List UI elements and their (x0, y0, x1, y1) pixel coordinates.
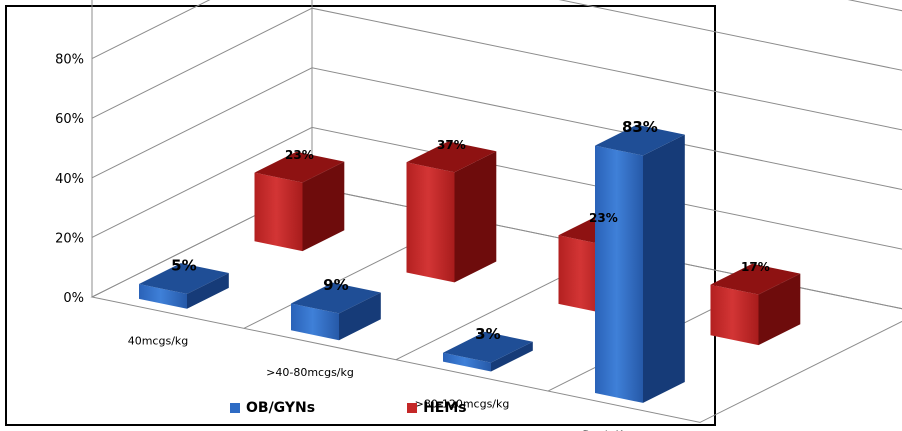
bar-top (443, 331, 533, 363)
bar-front (139, 284, 187, 309)
bar-side (454, 151, 497, 283)
legend-label-hems: HEMs (423, 400, 467, 416)
bar-front (443, 352, 491, 372)
bar-hems (710, 263, 801, 346)
category-label: Don't Know (583, 429, 646, 431)
data-label-hems: 17% (741, 260, 770, 274)
bar-front (595, 145, 643, 403)
category-label: >40-80mcgs/kg (266, 366, 354, 379)
legend: OB/GYNs HEMs (230, 400, 559, 416)
bar-top (710, 263, 801, 295)
gridline (91, 7, 902, 131)
bar-obgyns (139, 263, 229, 309)
data-label-obgyns: 83% (622, 118, 658, 136)
bar-side (491, 341, 533, 372)
y-tick-label: 60% (55, 112, 84, 127)
y-tick-label: 40% (55, 172, 84, 187)
bar-front (254, 172, 303, 252)
bar-side (187, 273, 229, 309)
gridline (847, 0, 902, 12)
data-label-hems: 37% (437, 138, 466, 152)
bar-top (291, 282, 381, 314)
bar-obgyns (443, 331, 533, 372)
gridline (91, 67, 902, 190)
bar-side (643, 134, 685, 403)
category-labels: 40mcgs/kg >40-80mcgs/kg >80-120mcgs/kg Don'… (128, 335, 646, 431)
y-tick-label: 20% (55, 231, 84, 246)
bar-side (758, 273, 801, 346)
bar-side (302, 161, 345, 252)
data-label-hems: 23% (589, 211, 618, 225)
category-label: 40mcgs/kg (128, 335, 189, 348)
gridline (91, 0, 902, 71)
legend-swatch-obgyns (230, 403, 240, 413)
legend-item-hems: HEMs (407, 400, 467, 416)
bar-top (406, 141, 497, 173)
bar-side (339, 292, 381, 341)
data-labels: 17% 23% 37% 23% 83% 3% 9% 5% (171, 118, 770, 343)
legend-label-obgyns: OB/GYNs (246, 400, 316, 416)
y-axis-ticks: 0% 20% 40% 60% 80% (55, 53, 84, 306)
bar-top (139, 263, 229, 294)
legend-swatch-hems (407, 403, 418, 413)
legend-item-obgyns: OB/GYNs (230, 400, 315, 416)
floor (90, 186, 902, 423)
data-label-obgyns: 3% (475, 325, 500, 343)
category-label: >80-120mcgs/kg (415, 397, 510, 410)
y-tick-label: 0% (63, 291, 84, 306)
bar-top (254, 151, 345, 183)
data-label-hems: 23% (285, 148, 314, 162)
bar-front (710, 284, 759, 346)
bar-obgyns (595, 124, 685, 403)
bar-front (291, 303, 339, 341)
bar-hems (254, 151, 345, 252)
bar-front (558, 235, 607, 314)
data-label-obgyns: 5% (171, 257, 196, 275)
gridline (91, 126, 902, 250)
data-label-obgyns: 9% (323, 276, 348, 294)
bars (139, 124, 801, 403)
y-tick-label: 80% (55, 53, 84, 68)
bar-hems (406, 141, 497, 283)
bar-top (595, 124, 685, 156)
bar-front (406, 162, 455, 283)
bar-obgyns (291, 282, 381, 341)
